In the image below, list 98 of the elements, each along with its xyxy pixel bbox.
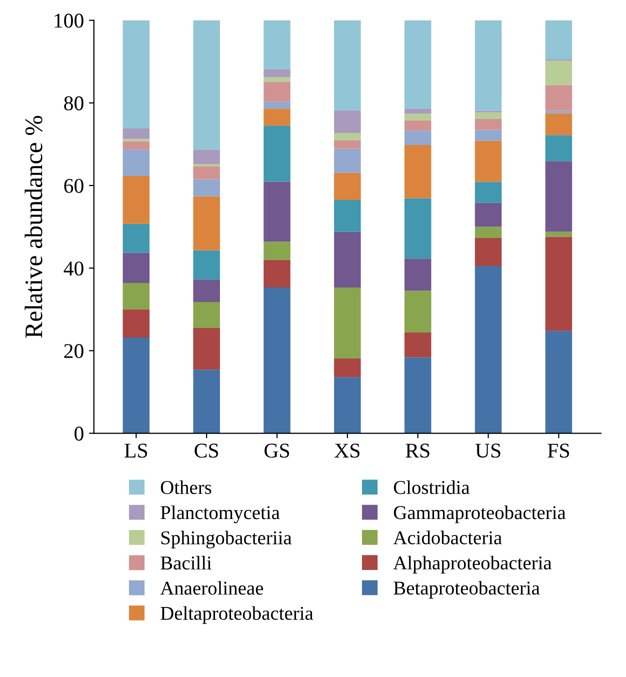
bar: [193, 302, 220, 328]
bar: [334, 110, 361, 134]
bar: [264, 20, 290, 70]
bar: [545, 135, 572, 162]
bar: [474, 112, 502, 120]
bar: [193, 370, 220, 434]
bar: [334, 133, 361, 140]
bar: [122, 150, 150, 176]
legend-label: Alphaproteobacteria: [393, 556, 552, 574]
bar: [334, 232, 361, 288]
bar: [334, 358, 361, 378]
y-tick-label: 60: [64, 178, 84, 193]
bar: [474, 140, 502, 182]
bar: [334, 288, 361, 359]
bar: [404, 290, 432, 333]
bar: [264, 288, 290, 434]
bar: [122, 176, 150, 224]
bar: [474, 226, 502, 238]
x-tick-label: RS: [406, 444, 430, 458]
bar: [193, 280, 220, 302]
bar: [404, 258, 432, 291]
bar: [474, 202, 502, 227]
bar: [545, 161, 572, 232]
bar: [545, 330, 572, 434]
bar: [404, 120, 432, 131]
y-tick-label: 0: [74, 426, 84, 441]
bar: [122, 20, 150, 129]
x-tick-label: GS: [264, 444, 290, 458]
bar: [545, 232, 572, 237]
bar: [264, 108, 290, 126]
x-tick-label: LS: [124, 444, 148, 458]
bar: [122, 309, 150, 338]
bar: [334, 148, 361, 173]
bar: [474, 119, 502, 130]
bar: [193, 328, 220, 370]
legend-label: Deltaproteobacteria: [160, 606, 314, 624]
x-tick-label: CS: [194, 444, 218, 458]
bar: [193, 179, 220, 196]
bar: [404, 145, 432, 198]
bar: [122, 141, 150, 150]
bar: [264, 69, 290, 78]
bar: [264, 77, 290, 82]
bar: [404, 20, 432, 109]
bar: [545, 236, 572, 331]
bar: [264, 242, 290, 260]
bar: [334, 172, 361, 200]
bar: [545, 20, 572, 60]
bar: [193, 166, 220, 180]
bar: [264, 82, 290, 102]
bar: [264, 102, 290, 109]
bar: [122, 128, 150, 139]
bar: [404, 108, 432, 114]
legend-label: Acidobacteria: [393, 530, 502, 544]
bar: [122, 138, 150, 142]
bar: [122, 252, 150, 283]
y-tick-label: 20: [64, 344, 84, 358]
legend-label: Sphingobacteriia: [161, 530, 292, 548]
bar: [474, 266, 502, 434]
x-tick-label: US: [475, 444, 500, 458]
bar: [122, 282, 150, 310]
bar: [474, 182, 502, 203]
bar: [122, 224, 150, 253]
legend-label: Clostridia: [394, 480, 470, 494]
legend-label: Anaerolineae: [160, 581, 264, 595]
bar: [193, 20, 220, 150]
bar: [122, 337, 150, 434]
bar: [264, 260, 290, 288]
bar: [404, 357, 432, 434]
bar: [404, 198, 432, 259]
y-tick-label: 40: [64, 261, 84, 276]
legend-label: Planctomycetia: [160, 506, 280, 524]
bar: [193, 150, 220, 164]
bar: [404, 332, 432, 358]
bar: [264, 126, 290, 182]
bar: [545, 113, 572, 136]
y-axis-title: Relative abundance %: [24, 116, 42, 338]
bar: [474, 130, 502, 141]
bar: [334, 377, 361, 434]
x-tick-label: XS: [334, 444, 360, 458]
bar: [474, 20, 502, 111]
bar: [545, 85, 572, 111]
bar: [334, 140, 361, 149]
bar: [193, 196, 220, 250]
bar: [404, 114, 432, 120]
y-tick-label: 100: [54, 14, 84, 28]
legend-label: Others: [160, 480, 212, 494]
bar: [404, 130, 432, 146]
bar: [474, 238, 502, 266]
bar: [264, 182, 290, 242]
bar: [545, 60, 572, 86]
y-tick-label: 80: [64, 96, 84, 110]
bar: [334, 200, 361, 232]
bar: [193, 250, 220, 280]
legend-label: Betaproteobacteria: [394, 580, 540, 599]
legend-label: Gammaproteobacteria: [394, 506, 566, 524]
legend-label: Bacilli: [160, 556, 212, 570]
x-tick-label: FS: [548, 444, 569, 458]
bar: [334, 20, 361, 110]
